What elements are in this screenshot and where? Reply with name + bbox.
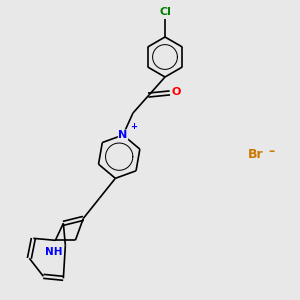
Text: N: N bbox=[118, 130, 127, 140]
Text: Cl: Cl bbox=[159, 7, 171, 17]
Text: O: O bbox=[172, 87, 182, 97]
Text: –: – bbox=[268, 146, 274, 158]
Text: NH: NH bbox=[45, 247, 62, 257]
Text: +: + bbox=[130, 122, 137, 131]
Text: Br: Br bbox=[248, 148, 264, 161]
